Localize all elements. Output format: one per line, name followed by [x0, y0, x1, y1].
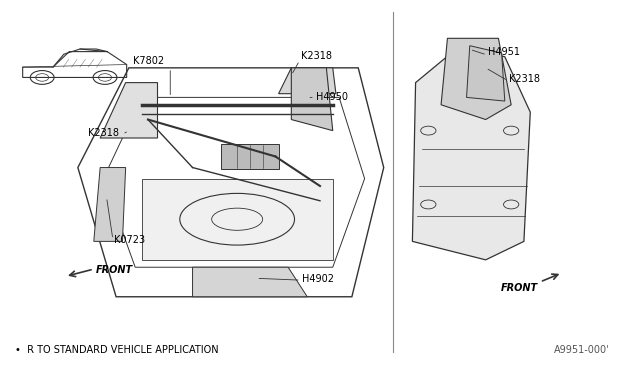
Polygon shape	[412, 46, 531, 260]
Text: H4950: H4950	[316, 92, 348, 102]
FancyBboxPatch shape	[221, 144, 278, 169]
Text: FRONT: FRONT	[96, 265, 133, 275]
Text: •  R TO STANDARD VEHICLE APPLICATION: • R TO STANDARD VEHICLE APPLICATION	[15, 345, 219, 355]
Text: K2318: K2318	[301, 51, 332, 61]
Text: H4902: H4902	[302, 274, 334, 284]
Text: K0723: K0723	[114, 235, 145, 245]
Text: K2318: K2318	[509, 74, 540, 84]
Polygon shape	[467, 46, 505, 101]
Polygon shape	[100, 83, 157, 138]
Polygon shape	[193, 267, 307, 297]
Text: FRONT: FRONT	[501, 283, 538, 293]
Polygon shape	[441, 38, 511, 119]
Text: H4951: H4951	[488, 47, 520, 57]
Text: A9951-000': A9951-000'	[554, 345, 610, 355]
Polygon shape	[278, 68, 336, 94]
Polygon shape	[141, 179, 333, 260]
Text: K2318: K2318	[88, 128, 119, 138]
Text: K7802: K7802	[132, 56, 164, 66]
Polygon shape	[291, 68, 333, 131]
Polygon shape	[94, 167, 125, 241]
